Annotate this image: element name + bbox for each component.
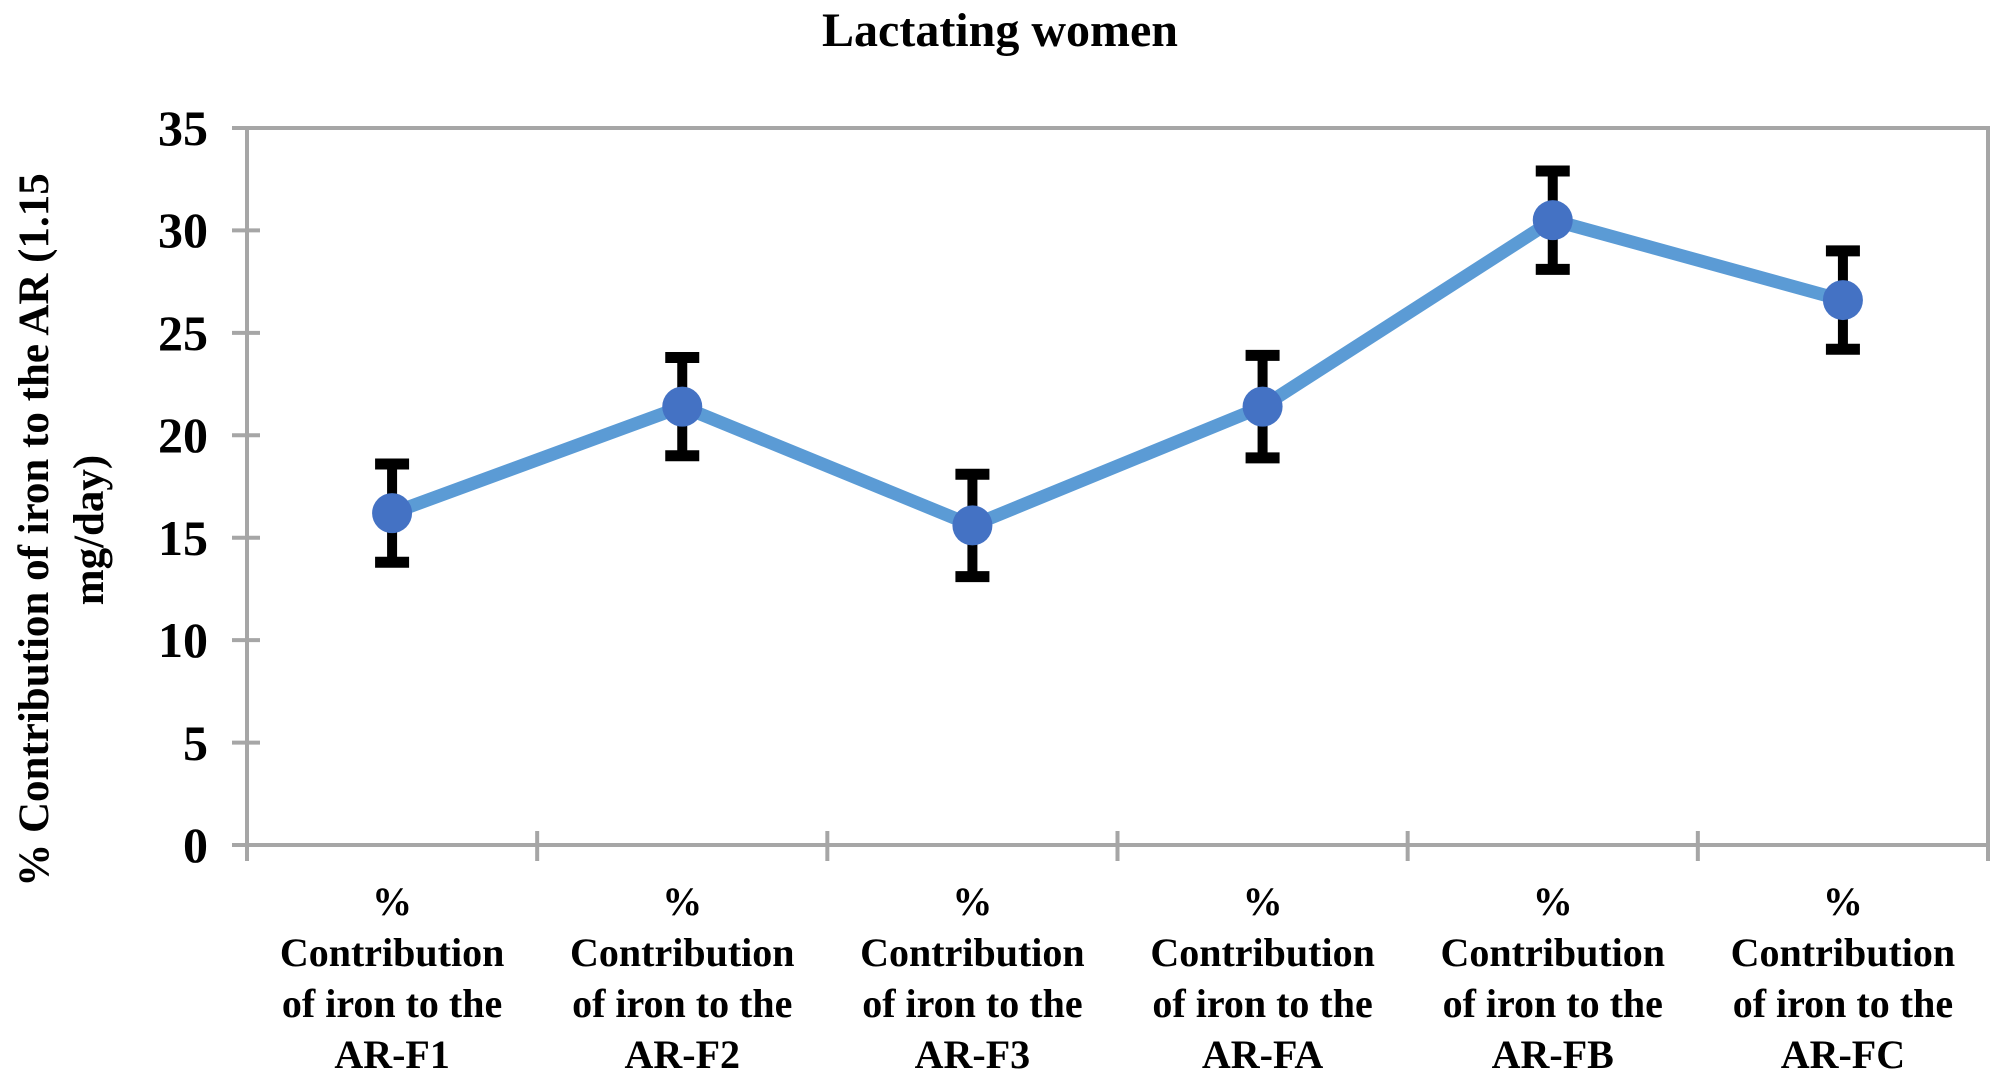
x-axis-category-label-line: AR-F1 [334,1032,450,1077]
x-axis-category-label-line: Contribution [279,930,505,975]
y-axis-tick-label: 5 [183,714,208,771]
x-axis-category-label-line: AR-FC [1780,1032,1906,1077]
y-axis-tick-label: 15 [158,509,208,566]
y-axis-tick-label: 30 [158,202,208,259]
x-axis-category-label-line: % [1242,879,1283,924]
x-axis-category-label-line: of iron to the [1732,981,1954,1026]
plot-border [245,126,1990,847]
x-axis-category-label-line: of iron to the [572,981,793,1026]
x-axis-category-label: % Contribution of iron to the AR-FC [1693,876,1993,1080]
x-axis-category-label-line: of iron to the [281,981,503,1026]
x-axis-category-label-line: of iron to the [1152,981,1373,1026]
x-axis-category-label: % Contribution of iron to the AR-F3 [822,876,1122,1080]
x-axis-category-label-line: of iron to the [862,981,1083,1026]
data-point-marker [1822,280,1863,321]
x-axis-category-label-line: AR-FA [1201,1032,1324,1077]
x-axis-category-label-line: % [1532,879,1573,924]
x-axis-category-label-line: % [662,879,703,924]
x-axis-category-label-line: Contribution [1440,930,1666,975]
x-axis-category-label: % Contribution of iron to the AR-FB [1403,876,1703,1080]
chart-title: Lactating women [822,4,1178,57]
y-axis-tick-label: 35 [158,100,208,156]
x-axis-category-label-line: AR-FB [1491,1032,1614,1077]
x-axis-category-label-line: AR-F3 [914,1032,1031,1077]
x-axis-category-label-line: Contribution [860,930,1085,975]
x-axis-category-label: % Contribution of iron to the AR-F2 [532,876,832,1080]
y-axis-tick-label: 25 [158,304,208,361]
x-axis-category-label: % Contribution of iron to the AR-FA [1113,876,1413,1080]
x-axis-category-label-line: AR-F2 [624,1032,741,1077]
x-axis-category-label-line: Contribution [1150,930,1375,975]
data-point-marker [662,386,703,427]
x-axis-category-label-line: % [372,879,413,924]
data-point-marker [372,493,413,534]
x-axis-category-label-line: % [1822,879,1863,924]
x-axis-category-label-line: % [952,879,993,924]
x-axis-category-label-line: of iron to the [1442,981,1663,1026]
data-point-marker [952,505,993,546]
data-point-marker [1242,386,1283,427]
data-point-marker [1532,200,1573,241]
x-axis-category-label-line: Contribution [570,930,795,975]
x-axis-category-label: % Contribution of iron to the AR-F1 [242,876,542,1080]
y-axis-tick-label: 10 [158,612,208,669]
y-axis-tick-label: 20 [158,407,208,464]
y-axis-tick-label: 0 [183,817,208,873]
x-axis-category-label-line: Contribution [1730,930,1956,975]
data-line [385,213,1850,532]
